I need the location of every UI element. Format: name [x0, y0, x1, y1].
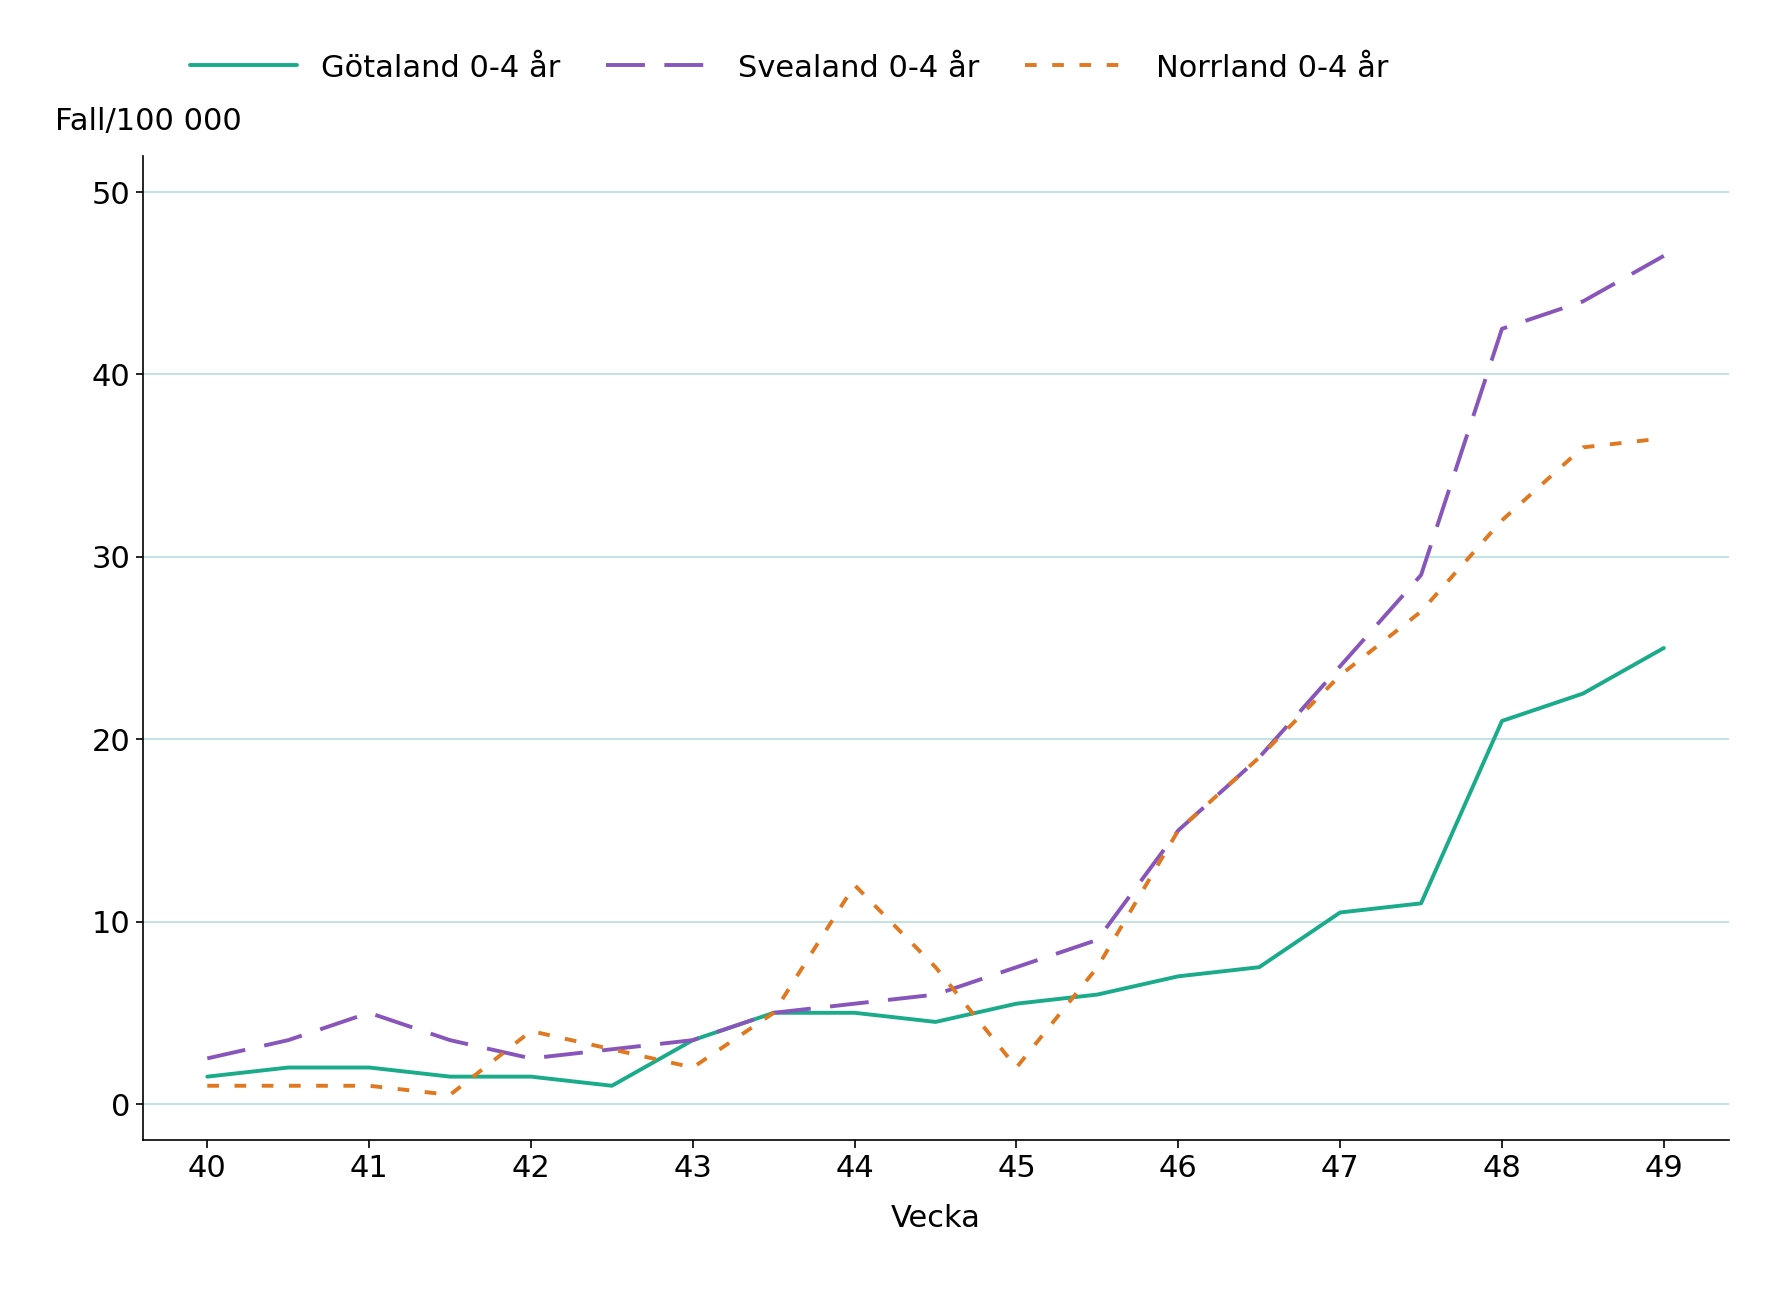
Line: Götaland 0-4 år: Götaland 0-4 år [207, 648, 1664, 1086]
Götaland 0-4 år [1087, 986, 1108, 1002]
Götaland 0-4 år [278, 1060, 299, 1076]
Götaland 0-4 år [925, 1015, 946, 1030]
Götaland 0-4 år [763, 1004, 784, 1020]
Svealand 0-4 år [440, 1033, 462, 1048]
Götaland 0-4 år [1492, 713, 1513, 728]
Svealand 0-4 år [1654, 248, 1675, 263]
Götaland 0-4 år [845, 1004, 866, 1020]
Line: Svealand 0-4 år: Svealand 0-4 år [207, 255, 1664, 1059]
Svealand 0-4 år [1492, 321, 1513, 337]
Götaland 0-4 år [1329, 905, 1351, 920]
Svealand 0-4 år [1329, 658, 1351, 674]
Götaland 0-4 år [1167, 968, 1189, 984]
Götaland 0-4 år [1005, 995, 1026, 1011]
Norrland 0-4 år [763, 1004, 784, 1020]
Svealand 0-4 år [763, 1004, 784, 1020]
Norrland 0-4 år [1492, 512, 1513, 527]
Norrland 0-4 år [440, 1087, 462, 1103]
Norrland 0-4 år [683, 1060, 704, 1076]
Götaland 0-4 år [358, 1060, 380, 1076]
Svealand 0-4 år [1572, 294, 1593, 310]
Svealand 0-4 år [1087, 932, 1108, 947]
Norrland 0-4 år [520, 1024, 542, 1039]
Svealand 0-4 år [1249, 749, 1271, 765]
Norrland 0-4 år [1654, 430, 1675, 446]
Götaland 0-4 år [601, 1078, 622, 1094]
Svealand 0-4 år [196, 1051, 217, 1067]
Svealand 0-4 år [358, 1004, 380, 1020]
Svealand 0-4 år [683, 1033, 704, 1048]
Norrland 0-4 år [1249, 749, 1271, 765]
Norrland 0-4 år [1005, 1060, 1026, 1076]
Norrland 0-4 år [601, 1042, 622, 1058]
Götaland 0-4 år [1249, 959, 1271, 975]
Svealand 0-4 år [1167, 823, 1189, 839]
Götaland 0-4 år [520, 1069, 542, 1085]
Norrland 0-4 år [925, 959, 946, 975]
X-axis label: Vecka: Vecka [891, 1204, 980, 1232]
Norrland 0-4 år [278, 1078, 299, 1094]
Svealand 0-4 år [1005, 959, 1026, 975]
Götaland 0-4 år [683, 1033, 704, 1048]
Svealand 0-4 år [925, 986, 946, 1002]
Norrland 0-4 år [1572, 439, 1593, 455]
Svealand 0-4 år [278, 1033, 299, 1048]
Legend: Götaland 0-4 år, Svealand 0-4 år, Norrland 0-4 år: Götaland 0-4 år, Svealand 0-4 år, Norrla… [189, 53, 1388, 83]
Svealand 0-4 år [520, 1051, 542, 1067]
Götaland 0-4 år [196, 1069, 217, 1085]
Norrland 0-4 år [1167, 823, 1189, 839]
Götaland 0-4 år [1654, 640, 1675, 656]
Svealand 0-4 år [1410, 568, 1431, 583]
Norrland 0-4 år [358, 1078, 380, 1094]
Norrland 0-4 år [845, 877, 866, 893]
Text: Fall/100 000: Fall/100 000 [55, 106, 242, 136]
Svealand 0-4 år [601, 1042, 622, 1058]
Line: Norrland 0-4 år: Norrland 0-4 år [207, 438, 1664, 1095]
Norrland 0-4 år [1329, 667, 1351, 683]
Norrland 0-4 år [1087, 959, 1108, 975]
Götaland 0-4 år [1572, 686, 1593, 701]
Svealand 0-4 år [845, 995, 866, 1011]
Götaland 0-4 år [440, 1069, 462, 1085]
Götaland 0-4 år [1410, 896, 1431, 911]
Norrland 0-4 år [196, 1078, 217, 1094]
Norrland 0-4 år [1410, 604, 1431, 619]
